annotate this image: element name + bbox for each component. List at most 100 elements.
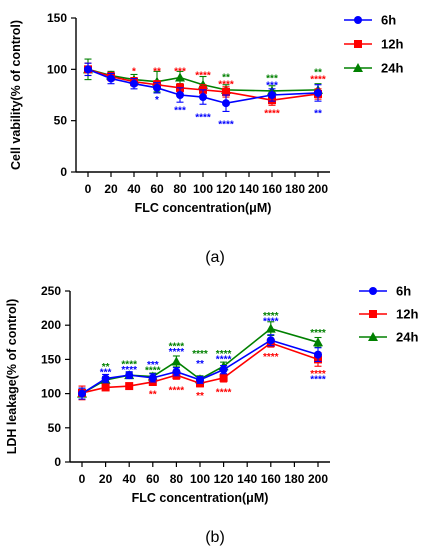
- significance-mark: ****: [264, 108, 280, 119]
- significance-mark: ***: [147, 360, 159, 371]
- significance-mark: ***: [100, 368, 112, 379]
- legend-label: 12h: [381, 37, 403, 52]
- x-tick-label: 60: [146, 472, 160, 486]
- data-point: [148, 373, 157, 382]
- y-tick-label: 100: [41, 387, 61, 401]
- x-tick-label: 0: [79, 472, 86, 486]
- legend-marker: [368, 332, 378, 341]
- significance-mark: *: [132, 66, 136, 77]
- x-tick-label: 120: [216, 182, 236, 196]
- legend-marker: [369, 287, 377, 295]
- y-axis-label: LDH leakage(% of control): [5, 299, 19, 455]
- significance-mark: **: [196, 359, 204, 370]
- x-tick-label: 160: [262, 182, 282, 196]
- y-tick-label: 150: [41, 352, 61, 366]
- data-point: [313, 337, 323, 347]
- x-tick-label: 20: [99, 472, 113, 486]
- legend-label: 24h: [381, 61, 403, 76]
- significance-mark: ****: [263, 352, 279, 363]
- legend: 6h 12h 24h: [344, 13, 403, 76]
- x-tick-label: 120: [214, 472, 234, 486]
- x-tick-label: 180: [284, 472, 304, 486]
- legend-marker: [369, 310, 377, 318]
- significance-mark: ****: [218, 80, 234, 91]
- data-point: [222, 99, 230, 108]
- x-tick-label: 180: [285, 182, 305, 196]
- x-tick-label: 40: [127, 182, 141, 196]
- series-6h: [78, 334, 322, 400]
- panel-caption: (b): [205, 529, 225, 546]
- significance-mark: ****: [145, 366, 161, 377]
- significance-mark: ****: [218, 120, 234, 131]
- data-point: [153, 83, 161, 92]
- y-axis-label: Cell vability(% of control): [9, 20, 23, 170]
- x-tick-label: 60: [150, 182, 164, 196]
- significance-mark: ****: [310, 75, 326, 86]
- x-tick-label: 0: [85, 182, 92, 196]
- data-point: [130, 79, 138, 88]
- significance-mark: **: [314, 67, 322, 78]
- x-tick-label: 80: [173, 182, 187, 196]
- data-point: [107, 74, 115, 83]
- significance-mark: ****: [195, 70, 211, 81]
- x-tick-label: 200: [308, 472, 328, 486]
- significance-mark: **: [149, 390, 157, 401]
- x-tick-label: 80: [170, 472, 184, 486]
- significance-mark: ****: [216, 355, 232, 366]
- significance-mark: ***: [174, 66, 186, 77]
- significance-mark: ***: [266, 81, 278, 92]
- y-tick-label: 50: [48, 421, 62, 435]
- significance-mark: **: [222, 73, 230, 84]
- data-point: [222, 87, 230, 96]
- significance-mark: ****: [310, 328, 326, 339]
- x-tick-label: 160: [261, 472, 281, 486]
- data-point: [101, 374, 110, 383]
- y-tick-label: 250: [41, 284, 61, 298]
- legend: 6h 12h 24h: [359, 284, 418, 345]
- data-point: [314, 350, 322, 359]
- x-tick-label: 200: [308, 182, 328, 196]
- significance-mark: **: [153, 66, 161, 77]
- data-point: [265, 323, 276, 333]
- y-tick-label: 50: [54, 114, 68, 128]
- data-point: [78, 389, 86, 398]
- y-tick-label: 200: [41, 318, 61, 332]
- significance-mark: ****: [195, 113, 211, 124]
- legend-label: 12h: [396, 307, 418, 322]
- legend-marker: [354, 16, 362, 24]
- significance-mark: ****: [310, 369, 326, 380]
- data-point: [125, 382, 134, 391]
- data-point: [219, 373, 228, 382]
- data-point: [199, 93, 207, 102]
- x-tick-label: 140: [237, 472, 257, 486]
- y-tick-label: 100: [47, 62, 67, 76]
- data-point: [176, 91, 184, 99]
- x-axis-label: FLC concentration(μM): [132, 491, 269, 505]
- data-point: [268, 91, 276, 99]
- data-point: [219, 365, 228, 374]
- significance-mark: ****: [192, 349, 208, 360]
- significance-mark: **: [196, 391, 204, 402]
- x-tick-label: 100: [190, 472, 210, 486]
- data-point: [101, 383, 110, 392]
- significance-mark: ****: [310, 375, 326, 386]
- significance-mark: **: [314, 108, 322, 119]
- significance-mark: ****: [169, 347, 185, 358]
- y-tick-label: 0: [54, 455, 61, 469]
- y-tick-label: 150: [47, 11, 67, 25]
- y-tick-label: 0: [60, 165, 67, 179]
- legend-marker: [353, 63, 363, 72]
- legend-label: 6h: [396, 284, 411, 299]
- data-point: [125, 371, 134, 380]
- data-point: [84, 65, 92, 74]
- data-point: [314, 88, 322, 97]
- x-tick-label: 20: [104, 182, 118, 196]
- panel-caption: (a): [205, 249, 225, 266]
- significance-mark: ****: [263, 311, 279, 322]
- data-point: [196, 375, 204, 384]
- x-axis-label: FLC concentration(μM): [135, 201, 272, 215]
- significance-mark: ***: [266, 74, 278, 85]
